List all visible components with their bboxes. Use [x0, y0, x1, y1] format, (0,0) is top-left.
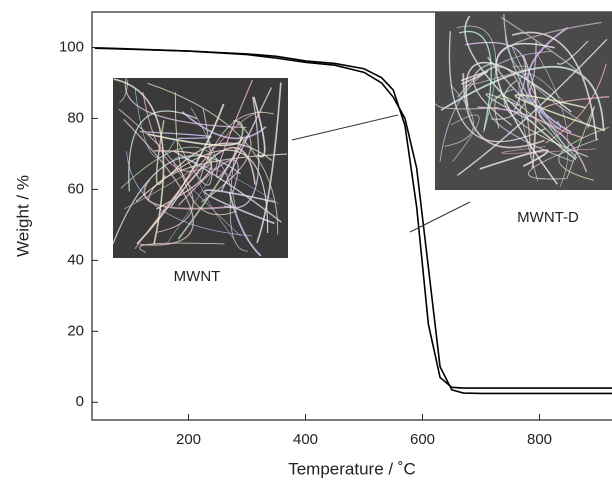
arrow	[291, 114, 399, 141]
x-tick-label: 800	[527, 431, 552, 448]
series-line	[94, 47, 612, 395]
fiber	[220, 87, 273, 192]
fiber	[170, 146, 256, 208]
fiber	[124, 78, 247, 129]
fiber	[495, 43, 558, 185]
fiber	[535, 50, 569, 187]
x-tick-label: 200	[176, 431, 201, 448]
y-axis-label: Weight / %	[13, 175, 32, 257]
fiber	[216, 79, 253, 178]
fiber	[134, 87, 176, 159]
fiber	[519, 90, 562, 130]
series-label: MWNT-D	[517, 209, 579, 226]
fiber	[501, 146, 597, 154]
fiber	[465, 61, 572, 113]
fiber	[503, 14, 578, 159]
fiber	[128, 110, 198, 192]
y-tick-label: 100	[59, 38, 84, 55]
fiber	[177, 120, 244, 240]
fiber	[545, 63, 607, 144]
fiber	[444, 85, 475, 147]
y-tick-label: 40	[67, 251, 84, 268]
series-label: MWNT	[174, 268, 221, 285]
y-tick-label: 80	[67, 109, 84, 126]
fiber	[253, 96, 266, 158]
fiber	[514, 93, 606, 132]
fiber	[118, 108, 194, 233]
x-tick-label: 600	[410, 431, 435, 448]
fiber	[134, 111, 264, 250]
fiber	[124, 147, 212, 210]
fiber	[120, 146, 237, 211]
lines	[94, 47, 612, 395]
fiber	[462, 65, 528, 88]
y-tick-label: 60	[67, 180, 84, 197]
fiber	[223, 96, 260, 209]
fiber	[458, 30, 492, 131]
fiber	[528, 138, 599, 180]
fiber	[170, 142, 273, 175]
fiber	[448, 31, 546, 143]
fiber	[457, 38, 608, 176]
fiber	[147, 82, 279, 235]
fiber	[526, 26, 572, 134]
fiber	[511, 31, 598, 141]
fiber	[456, 25, 497, 133]
fiber	[485, 93, 534, 123]
fiber	[229, 147, 248, 252]
fiber	[228, 191, 262, 257]
fiber	[175, 92, 238, 216]
y-tick-label: 20	[67, 322, 84, 339]
fiber	[166, 158, 219, 244]
fiber	[473, 62, 512, 126]
fiber	[439, 50, 553, 162]
x-axis-label: Temperature / ˚C	[288, 459, 416, 478]
plot-frame	[91, 11, 612, 421]
fiber	[556, 40, 589, 65]
arrow	[409, 201, 471, 233]
fiber	[256, 82, 282, 244]
fiber	[465, 41, 527, 111]
fiber	[113, 78, 165, 245]
fiber	[119, 79, 129, 103]
fiber	[460, 70, 489, 85]
fiber	[173, 150, 282, 223]
fiber	[136, 103, 225, 245]
fiber	[500, 16, 585, 82]
fiber	[440, 65, 605, 131]
fiber	[457, 66, 532, 158]
x-tick-label: 400	[293, 431, 318, 448]
fiber	[434, 103, 499, 110]
insets	[112, 12, 612, 258]
fiber	[558, 126, 609, 181]
fiber	[123, 118, 194, 246]
fiber	[494, 95, 563, 146]
fiber	[488, 88, 574, 163]
fiber	[139, 242, 225, 253]
fiber	[139, 130, 212, 140]
fiber	[201, 122, 252, 203]
fiber	[462, 73, 545, 149]
fiber	[176, 107, 213, 186]
y-tick-label: 0	[76, 393, 84, 410]
